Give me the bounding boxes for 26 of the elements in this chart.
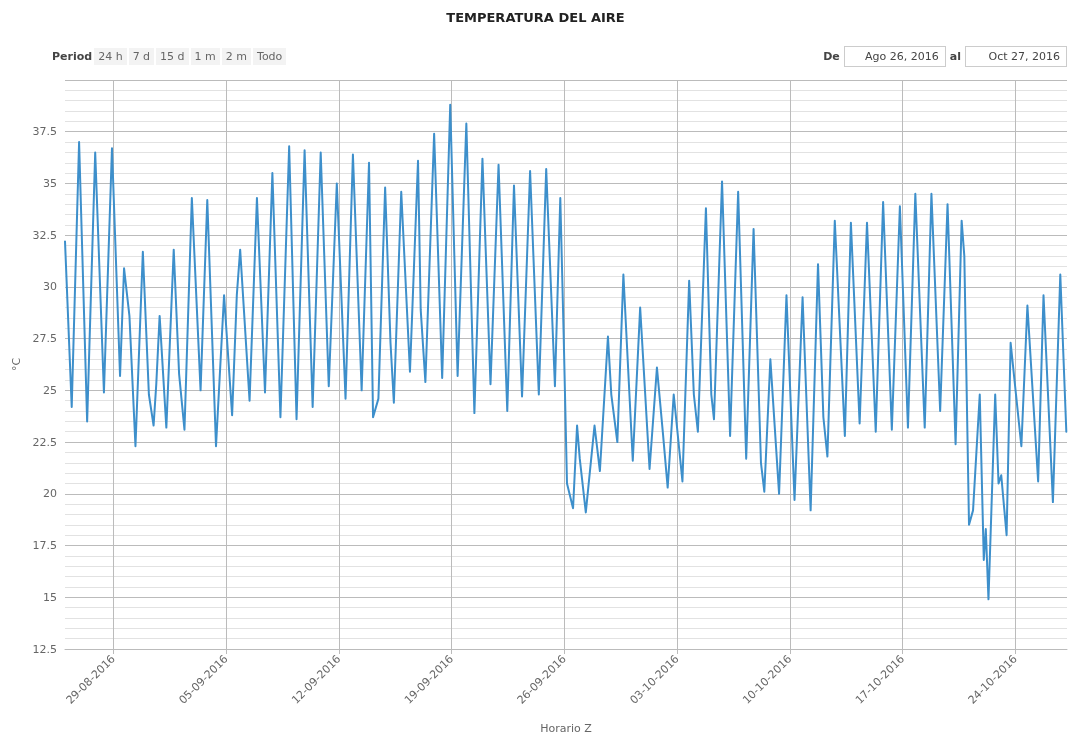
date-field: Oct 27, 2016 <box>965 46 1067 67</box>
y-tick-label: 30 <box>43 280 57 294</box>
y-tick-label: 37.5 <box>32 125 57 139</box>
y-tick-label: 25 <box>43 383 57 397</box>
y-tick-label: 20 <box>43 487 57 501</box>
x-axis-title: Horario Z <box>540 722 593 735</box>
y-tick-label: 12.5 <box>32 642 57 656</box>
text: 2 m <box>221 48 252 65</box>
text: Period <box>52 50 93 63</box>
y-tick-label: 32.5 <box>32 228 57 242</box>
y-axis-title: °C <box>9 357 23 372</box>
y-tick-label: 15 <box>43 590 57 604</box>
text: 7 d <box>128 48 155 65</box>
y-tick-label: 35 <box>43 176 57 190</box>
text: Todo <box>253 48 287 65</box>
date-field: Ago 26, 2016 <box>843 46 946 67</box>
text: 1 m <box>190 48 220 65</box>
y-tick-label: 17.5 <box>32 539 57 553</box>
y-tick-label: 22.5 <box>32 435 57 449</box>
chart-title: TEMPERATURA DEL AIRE <box>446 10 625 25</box>
text: 15 d <box>156 48 189 65</box>
text: al <box>949 50 961 63</box>
text: De <box>823 50 840 63</box>
y-tick-label: 27.5 <box>32 332 57 346</box>
line-series <box>64 103 1068 601</box>
text: 24 h <box>94 48 127 65</box>
